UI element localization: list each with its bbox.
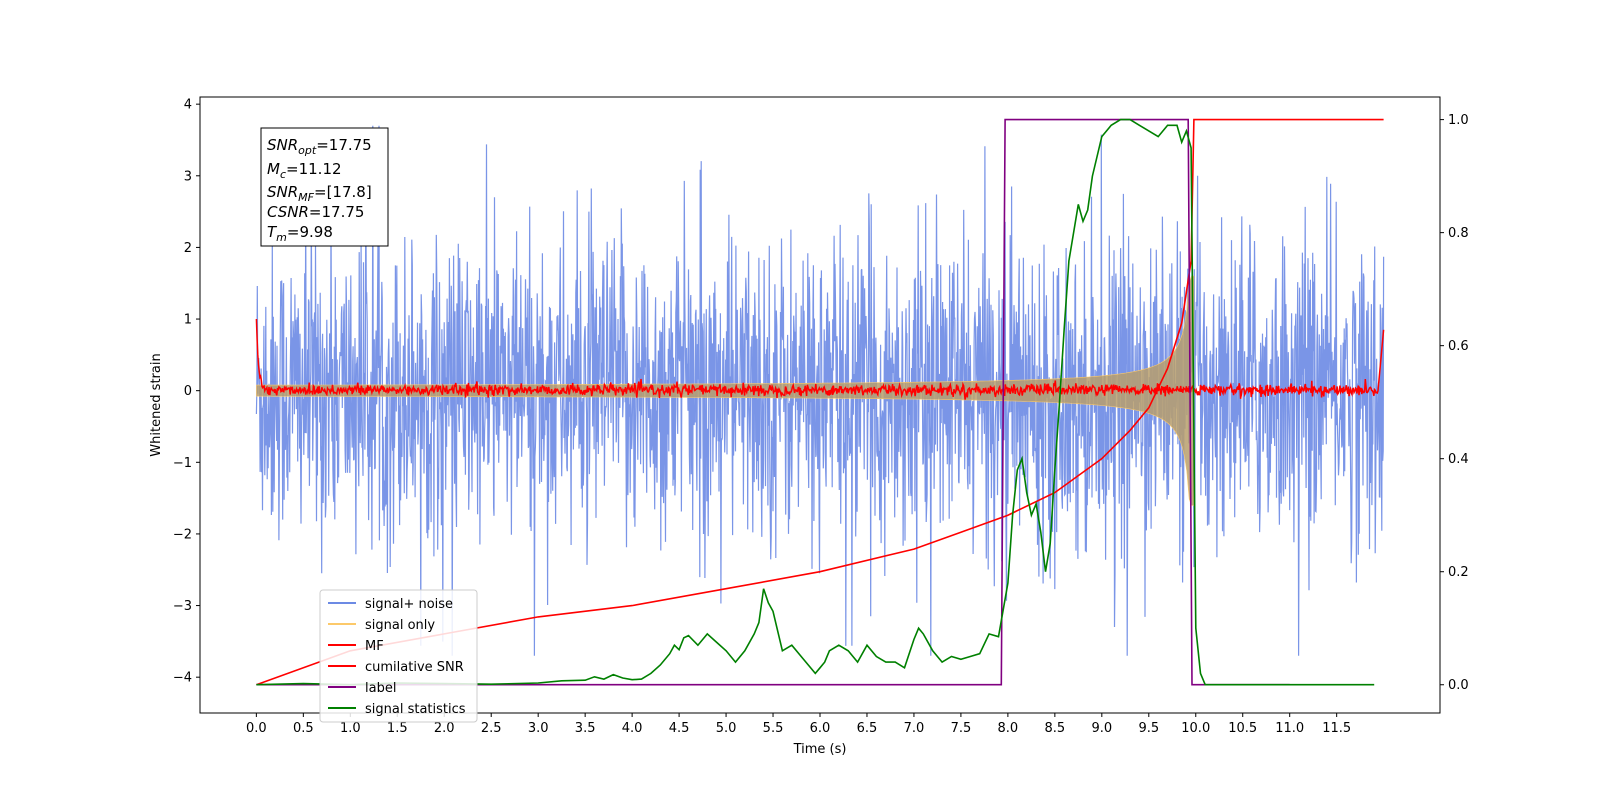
stat-line-merger-time: Tm=9.98 xyxy=(267,223,333,244)
x-tick-label: 9.5 xyxy=(1138,721,1159,736)
y-tick-label: −2 xyxy=(173,527,192,542)
y2-tick-label: 1.0 xyxy=(1448,113,1469,128)
y2-tick-label: 0.2 xyxy=(1448,565,1469,580)
x-tick-label: 3.5 xyxy=(575,721,596,736)
y2-tick-label: 0.8 xyxy=(1448,226,1469,241)
y-tick-label: 2 xyxy=(184,241,192,256)
x-axis-label: Time (s) xyxy=(793,742,847,757)
stat-line-chirp-mass: Mc=11.12 xyxy=(267,160,342,181)
legend-label-label: label xyxy=(365,681,396,696)
x-tick-label: 8.0 xyxy=(998,721,1019,736)
x-tick-label: 0.5 xyxy=(293,721,314,736)
x-tick-label: 2.0 xyxy=(434,721,455,736)
x-tick-label: 4.0 xyxy=(622,721,643,736)
x-tick-label: 7.0 xyxy=(904,721,925,736)
legend-label-signal-noise: signal+ noise xyxy=(365,597,453,612)
y-tick-label: −3 xyxy=(173,599,192,614)
y-tick-label: 1 xyxy=(184,313,192,328)
axes: 0.0 0.5 1.0 1.5 2.0 2.5 3.0 3.5 4.0 4.5 5.0 5.5 6.0 6… xyxy=(173,98,1469,736)
x-tick-label: 9.0 xyxy=(1091,721,1112,736)
x-tick-label: 7.5 xyxy=(951,721,972,736)
x-tick-label: 10.0 xyxy=(1181,721,1210,736)
x-tick-label: 4.5 xyxy=(669,721,690,736)
y-tick-label: 4 xyxy=(184,98,192,113)
x-tick-label: 6.0 xyxy=(810,721,831,736)
series-line-signal-noise xyxy=(255,125,1385,656)
legend-label-signal-only: signal only xyxy=(365,618,435,633)
legend-label-mf: MF xyxy=(365,639,384,654)
series-line-cumilative-snr xyxy=(256,118,1384,686)
x-tick-label: 11.5 xyxy=(1322,721,1351,736)
x-tick-label: 10.5 xyxy=(1228,721,1257,736)
legend: signal+ noise signal only MF cumilative … xyxy=(319,589,478,723)
x-tick-label: 1.0 xyxy=(340,721,361,736)
stat-line-snr-mf: SNRMF=[17.8] xyxy=(267,183,372,204)
x-tick-label: 5.5 xyxy=(763,721,784,736)
x-tick-label: 8.5 xyxy=(1045,721,1066,736)
y-tick-label: −1 xyxy=(173,456,192,471)
y-tick-label: −4 xyxy=(173,671,192,686)
x-tick-label: 2.5 xyxy=(481,721,502,736)
y2-tick-label: 0.6 xyxy=(1448,339,1469,354)
x-tick-label: 5.0 xyxy=(716,721,737,736)
x-tick-label: 0.0 xyxy=(246,721,267,736)
series-line-mf xyxy=(255,318,1385,400)
y-axis-label: Whitened strain xyxy=(149,353,164,456)
x-tick-label: 3.0 xyxy=(528,721,549,736)
legend-box xyxy=(319,589,478,723)
legend-label-cumulative-snr: cumilative SNR xyxy=(365,660,464,675)
y-tick-label: 0 xyxy=(184,384,192,399)
plot-area xyxy=(255,118,1385,686)
legend-label-signal-statistics: signal statistics xyxy=(365,702,466,717)
stat-line-csnr: CSNR=17.75 xyxy=(267,203,364,221)
x-tick-label: 1.5 xyxy=(387,721,408,736)
y-tick-label: 3 xyxy=(184,169,192,184)
stats-annotation: SNRopt=17.75 Mc=11.12 SNRMF=[17.8] CSNR=… xyxy=(260,127,389,247)
stats-annotation-box xyxy=(260,127,389,247)
x-tick-label: 11.0 xyxy=(1275,721,1304,736)
series-line-signal-statistics xyxy=(256,118,1375,686)
y2-tick-label: 0.4 xyxy=(1448,452,1469,467)
x-tick-label: 6.5 xyxy=(857,721,878,736)
y2-tick-label: 0.0 xyxy=(1448,678,1469,693)
stat-line-snr-opt: SNRopt=17.75 xyxy=(267,136,372,157)
